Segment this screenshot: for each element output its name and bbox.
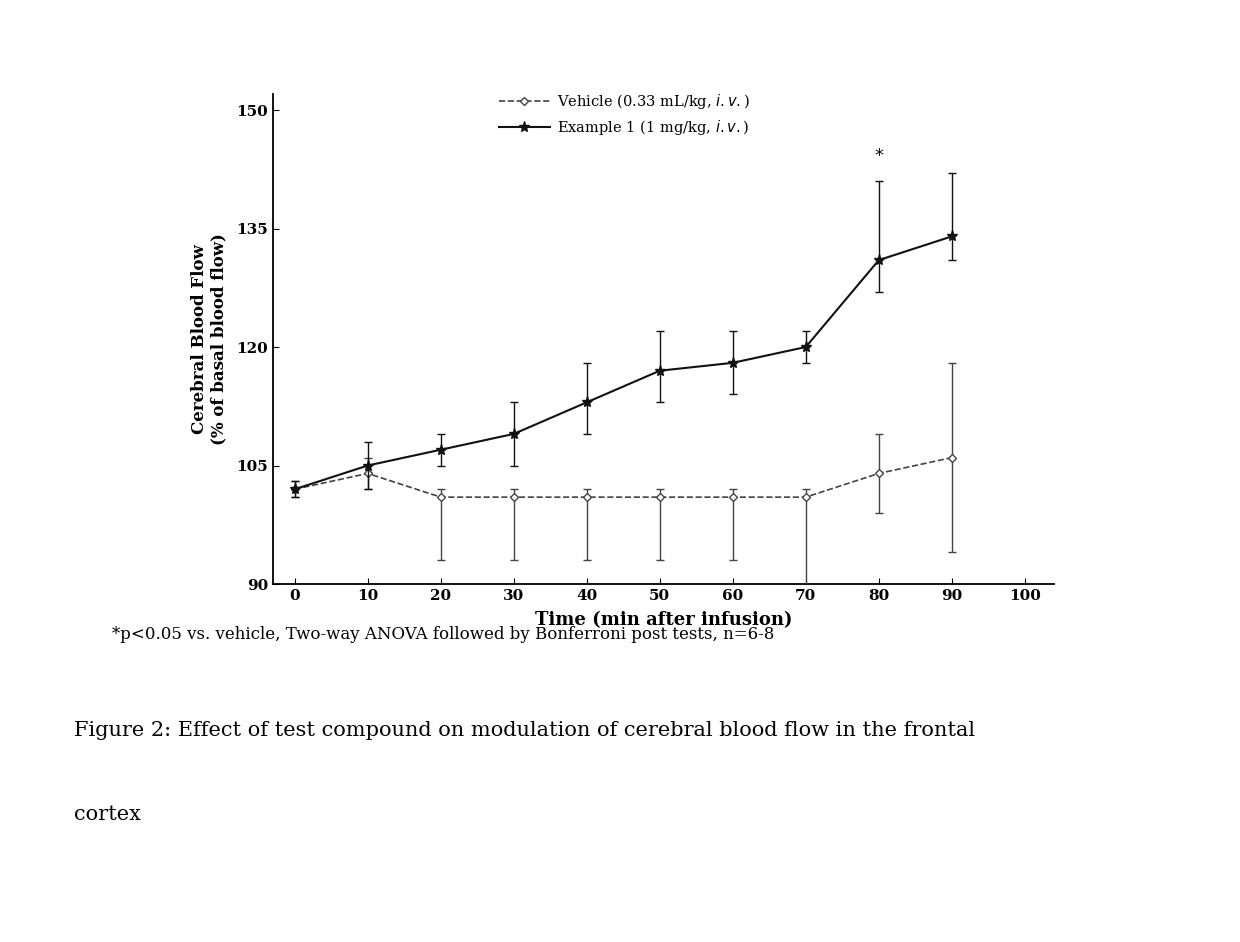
Text: Figure 2: Effect of test compound on modulation of cerebral blood flow in the fr: Figure 2: Effect of test compound on mod… — [74, 721, 976, 739]
Text: *: * — [874, 147, 883, 165]
Legend: Vehicle (0.33 mL/kg, $\it{i.v.}$), Example 1 (1 mg/kg, $\it{i.v.}$): Vehicle (0.33 mL/kg, $\it{i.v.}$), Examp… — [498, 91, 750, 137]
Y-axis label: Cerebral Blood Flow
(% of basal blood flow): Cerebral Blood Flow (% of basal blood fl… — [191, 234, 228, 445]
X-axis label: Time (min after infusion): Time (min after infusion) — [534, 611, 792, 629]
Text: *p<0.05 vs. vehicle, Two-way ANOVA followed by Bonferroni post tests, n=6-8: *p<0.05 vs. vehicle, Two-way ANOVA follo… — [112, 626, 774, 643]
Text: cortex: cortex — [74, 805, 141, 824]
